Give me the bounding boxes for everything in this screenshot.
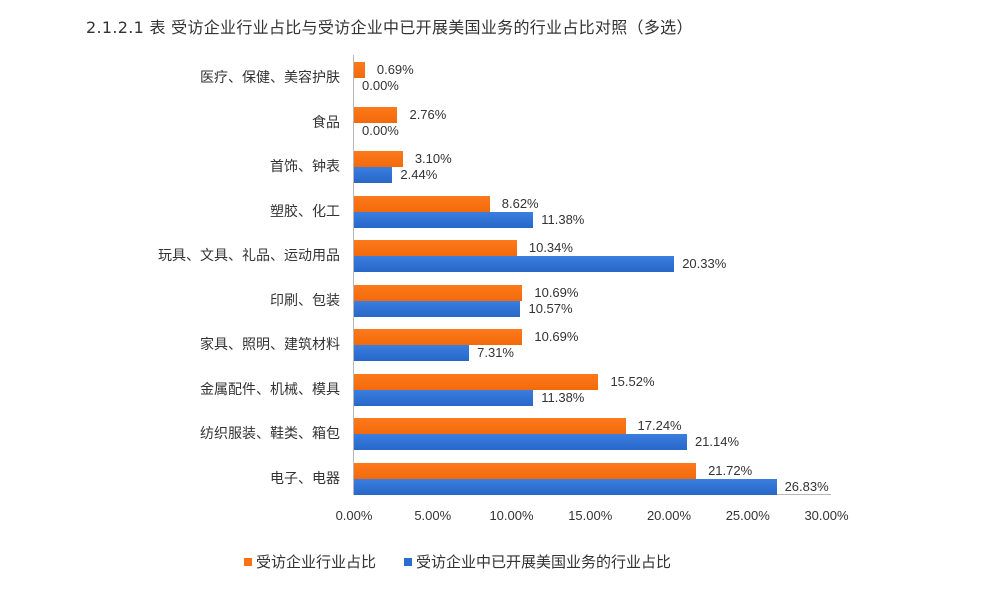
bar-series1 [354,373,599,390]
bar-series2 [354,300,521,317]
bar-series2 [354,345,470,361]
category-label: 电子、电器 [270,470,340,487]
bar-series1 [354,418,626,434]
bar-series1 [354,62,365,78]
category-label: 纺织服装、鞋类、箱包 [200,426,340,442]
x-tick-label: 25.00% [725,508,770,523]
data-label: 0.00% [362,122,399,138]
legend-item-series2: 受访企业中已开展美国业务的行业占比 [404,551,671,572]
legend-label: 受访企业中已开展美国业务的行业占比 [416,553,672,571]
bar-series1 [354,240,517,256]
bar-series1 [354,195,490,212]
data-label: 3.10% [414,151,452,166]
legend: 受访企业行业占比 受访企业中已开展美国业务的行业占比 [244,551,671,572]
x-tick-label: 30.00% [804,508,849,523]
data-label: 21.14% [694,434,740,449]
data-label: 2.76% [409,106,447,122]
category-label: 家具、照明、建筑材料 [200,337,340,353]
bar-series2 [354,211,534,228]
y-axis-line [353,55,354,495]
category-label: 食品 [312,114,340,131]
x-tick-label: 10.00% [489,508,534,523]
bar-series2 [354,478,777,495]
category-label: 医疗、保健、美容护肤 [200,70,340,86]
orange-square-icon [244,557,252,566]
legend-label: 受访企业行业占比 [256,553,377,571]
data-label: 26.83% [784,478,829,494]
bar-series2 [354,434,687,450]
bar-series2 [354,389,534,406]
data-label: 11.38% [541,211,585,227]
data-label: 10.34% [528,240,573,255]
category-label: 塑胶、化工 [270,203,340,220]
bar-series1 [354,106,398,123]
bar-series1 [354,462,697,479]
data-label: 21.72% [708,462,753,478]
data-label: 0.00% [362,78,399,93]
legend-item-series1: 受访企业行业占比 [244,551,376,572]
bar-series1 [354,329,523,345]
data-label: 17.24% [637,418,682,433]
x-tick-label: 15.00% [568,508,613,523]
data-label: 2.44% [400,167,438,182]
data-label: 15.52% [610,373,655,389]
bar-series2 [354,256,675,272]
category-label: 首饰、钟表 [270,159,340,175]
x-tick-label: 5.00% [414,508,452,523]
data-label: 10.69% [534,329,579,344]
bar-series2 [354,167,393,183]
data-label: 0.69% [376,62,414,77]
category-label: 印刷、包装 [270,292,340,309]
chart-title: 2.1.2.1 表 受访企业行业占比与受访企业中已开展美国业务的行业占比对照（多… [86,18,693,37]
data-label: 10.57% [528,300,573,316]
category-label: 金属配件、机械、模具 [200,381,340,398]
x-tick-label: 20.00% [646,508,692,523]
data-label: 10.69% [534,284,579,300]
data-label: 20.33% [682,256,727,271]
x-axis-line [353,494,831,495]
bar-series1 [354,284,523,301]
blue-square-icon [404,557,413,566]
data-label: 7.31% [477,345,514,360]
data-label: 8.62% [501,195,539,211]
bar-series1 [354,151,403,167]
category-label: 玩具、文具、礼品、运动用品 [158,248,340,264]
data-label: 11.38% [541,389,585,405]
x-tick-label: 0.00% [335,508,373,523]
